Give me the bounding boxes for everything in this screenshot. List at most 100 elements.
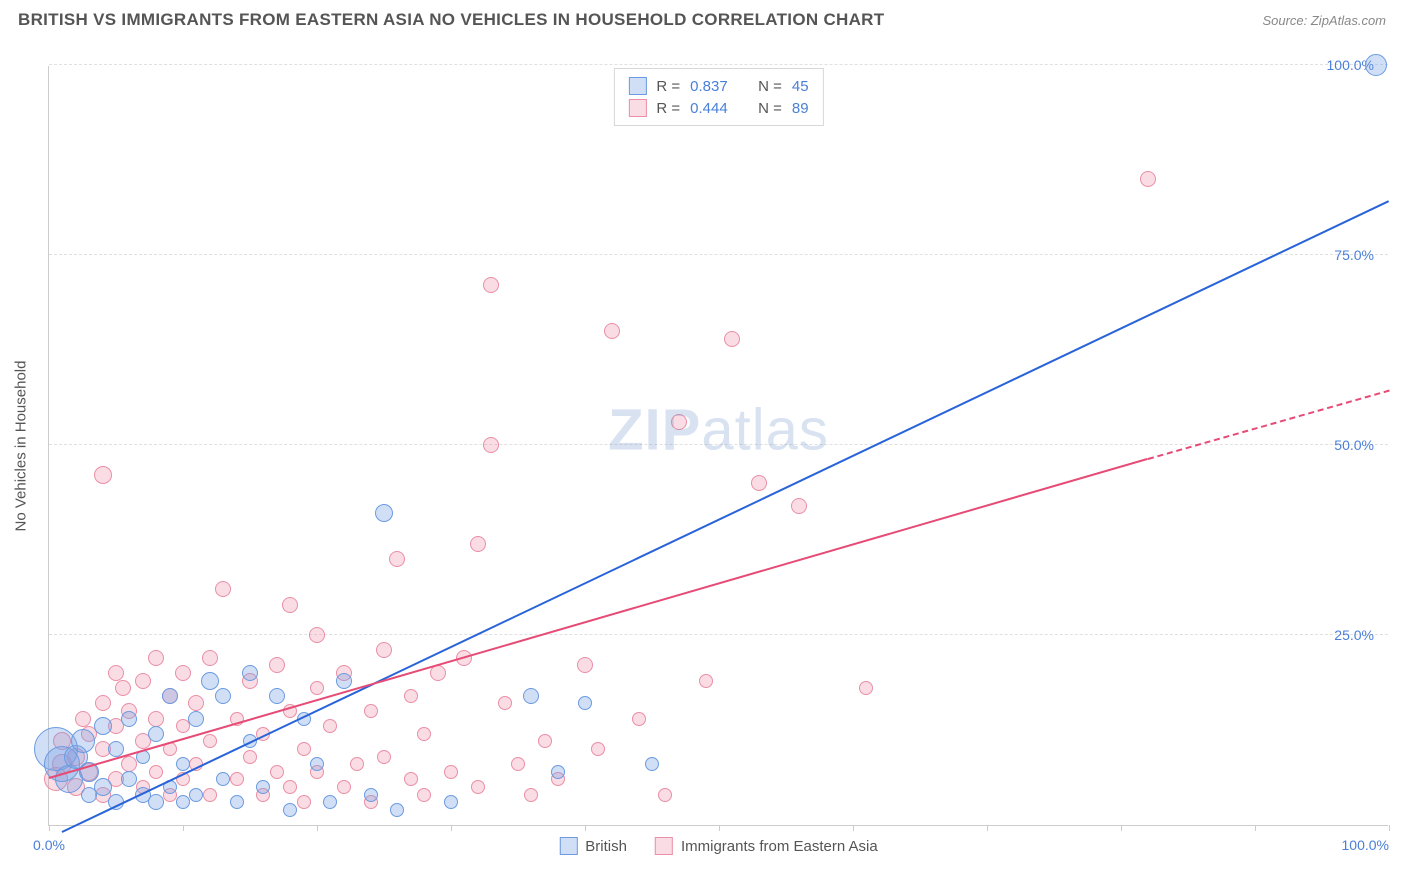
british-point <box>256 780 270 794</box>
british-point <box>148 726 164 742</box>
immigrants-point <box>149 765 163 779</box>
immigrants-point <box>389 551 405 567</box>
gridline <box>49 254 1388 255</box>
british-point <box>188 711 204 727</box>
immigrants-point <box>632 712 646 726</box>
legend-label: British <box>585 838 627 855</box>
x-tick <box>1389 825 1390 831</box>
british-point <box>336 673 352 689</box>
immigrants-point <box>671 414 687 430</box>
immigrants-point <box>417 727 431 741</box>
british-point <box>176 795 190 809</box>
stat-n-label: N = <box>758 78 782 95</box>
gridline <box>49 444 1388 445</box>
immigrants-point <box>95 695 111 711</box>
british-point <box>176 757 190 771</box>
legend-swatch <box>655 837 673 855</box>
immigrants-point <box>524 788 538 802</box>
immigrants-point <box>148 711 164 727</box>
british-point <box>551 765 565 779</box>
immigrants-point <box>310 681 324 695</box>
british-point <box>269 688 285 704</box>
british-point <box>578 696 592 710</box>
y-tick-label: 25.0% <box>1334 627 1374 643</box>
gridline <box>49 634 1388 635</box>
stat-r-label: R = <box>656 78 680 95</box>
y-tick-label: 75.0% <box>1334 247 1374 263</box>
immigrants-point <box>175 665 191 681</box>
immigrants-point <box>203 734 217 748</box>
x-tick <box>719 825 720 831</box>
immigrants-point <box>444 765 458 779</box>
british-point <box>121 711 137 727</box>
immigrants-point <box>724 331 740 347</box>
y-axis-label: No Vehicles in Household <box>13 360 30 531</box>
british-point <box>375 504 393 522</box>
immigrants-point <box>121 756 137 772</box>
immigrants-point <box>243 750 257 764</box>
stats-row-british: R = 0.837 N = 45 <box>628 75 808 97</box>
stat-n-value: 45 <box>792 78 809 95</box>
legend-swatch <box>628 99 646 117</box>
x-tick <box>1121 825 1122 831</box>
x-tick <box>183 825 184 831</box>
gridline <box>49 64 1388 65</box>
british-point <box>390 803 404 817</box>
immigrants-point <box>404 689 418 703</box>
immigrants-point <box>364 704 378 718</box>
stat-r-value: 0.837 <box>690 78 740 95</box>
immigrants-point <box>94 466 112 484</box>
immigrants-point <box>404 772 418 786</box>
x-tick <box>451 825 452 831</box>
immigrants-point <box>350 757 364 771</box>
immigrants-point <box>577 657 593 673</box>
immigrants-point <box>203 788 217 802</box>
immigrants-point <box>297 795 311 809</box>
immigrants-point <box>699 674 713 688</box>
immigrants-point <box>270 765 284 779</box>
british-point <box>216 772 230 786</box>
x-tick <box>1255 825 1256 831</box>
british-point <box>523 688 539 704</box>
british-point <box>444 795 458 809</box>
immigrants-point <box>376 642 392 658</box>
immigrants-point <box>1140 171 1156 187</box>
x-tick <box>317 825 318 831</box>
trend-line <box>49 458 1148 779</box>
legend-item-british: British <box>559 837 627 855</box>
british-point <box>94 778 112 796</box>
x-tick <box>853 825 854 831</box>
british-point <box>189 788 203 802</box>
trend-line <box>62 200 1389 833</box>
immigrants-point <box>115 680 131 696</box>
immigrants-point <box>483 437 499 453</box>
source-attribution: Source: ZipAtlas.com <box>1262 13 1386 28</box>
immigrants-point <box>108 665 124 681</box>
chart-container: No Vehicles in Household ZIPatlas R =0.8… <box>48 46 1388 846</box>
immigrants-point <box>337 780 351 794</box>
british-point <box>121 771 137 787</box>
immigrants-point <box>658 788 672 802</box>
immigrants-point <box>230 772 244 786</box>
immigrants-point <box>604 323 620 339</box>
watermark: ZIPatlas <box>608 397 829 464</box>
x-tick <box>585 825 586 831</box>
british-point <box>283 803 297 817</box>
british-point <box>364 788 378 802</box>
british-point <box>242 665 258 681</box>
immigrants-point <box>282 597 298 613</box>
immigrants-point <box>283 780 297 794</box>
immigrants-point <box>269 657 285 673</box>
british-point <box>148 794 164 810</box>
stats-row-immigrants: R =0.444N =89 <box>628 97 808 119</box>
british-point <box>162 688 178 704</box>
immigrants-point <box>471 780 485 794</box>
immigrants-point <box>135 673 151 689</box>
british-point <box>645 757 659 771</box>
stat-r-value: 0.444 <box>690 100 740 117</box>
immigrants-point <box>323 719 337 733</box>
british-point <box>201 672 219 690</box>
immigrants-point <box>859 681 873 695</box>
immigrants-point <box>591 742 605 756</box>
stat-r-label: R = <box>656 100 680 117</box>
